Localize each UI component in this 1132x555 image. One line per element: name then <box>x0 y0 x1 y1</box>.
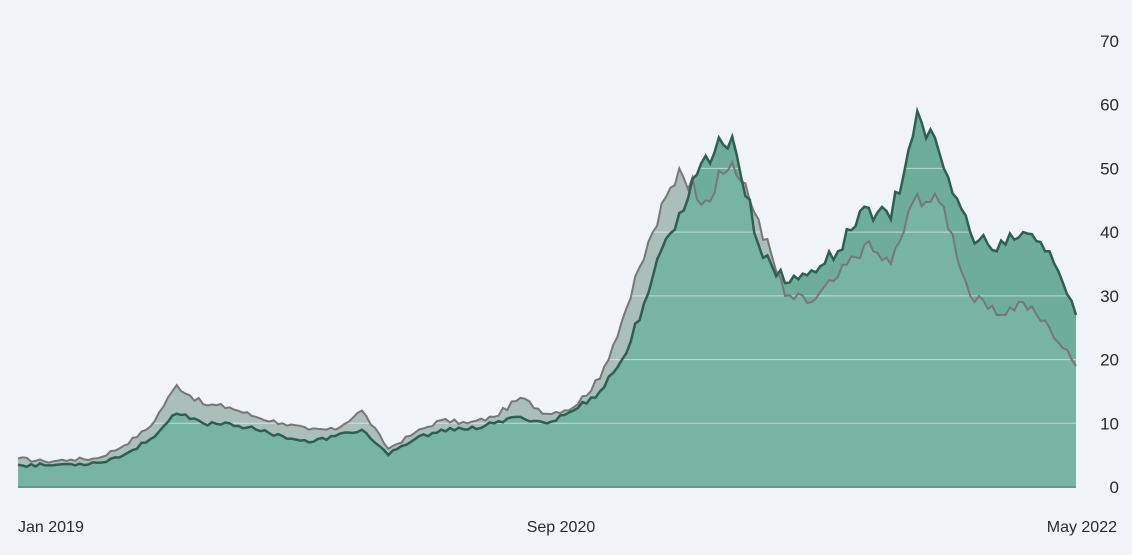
green-series-area <box>18 111 1076 487</box>
x-axis-tick-labels: Jan 2019 Sep 2020 May 2022 <box>18 519 1117 536</box>
gridlines-overlay <box>18 40 1076 424</box>
area-series <box>18 111 1076 487</box>
y-tick-label-60: 60 <box>1100 96 1119 115</box>
y-tick-label-10: 10 <box>1100 414 1119 433</box>
y-tick-label-0: 0 <box>1110 478 1119 497</box>
green-series-highlight <box>18 162 1076 487</box>
series-lines <box>17 106 1078 469</box>
y-axis-tick-labels: 0 10 20 30 40 50 60 70 <box>1100 32 1119 497</box>
x-tick-label-1: Sep 2020 <box>527 519 596 536</box>
gray-series-line <box>17 159 1077 464</box>
y-tick-label-20: 20 <box>1100 351 1119 370</box>
green-series-line <box>17 106 1078 469</box>
y-tick-label-40: 40 <box>1100 223 1119 242</box>
y-tick-label-30: 30 <box>1100 287 1119 306</box>
x-tick-label-2: May 2022 <box>1047 519 1117 536</box>
y-tick-label-50: 50 <box>1100 159 1119 178</box>
y-tick-label-70: 70 <box>1100 32 1119 51</box>
x-axis-baseline <box>18 486 1076 488</box>
x-tick-label-0: Jan 2019 <box>18 519 84 536</box>
